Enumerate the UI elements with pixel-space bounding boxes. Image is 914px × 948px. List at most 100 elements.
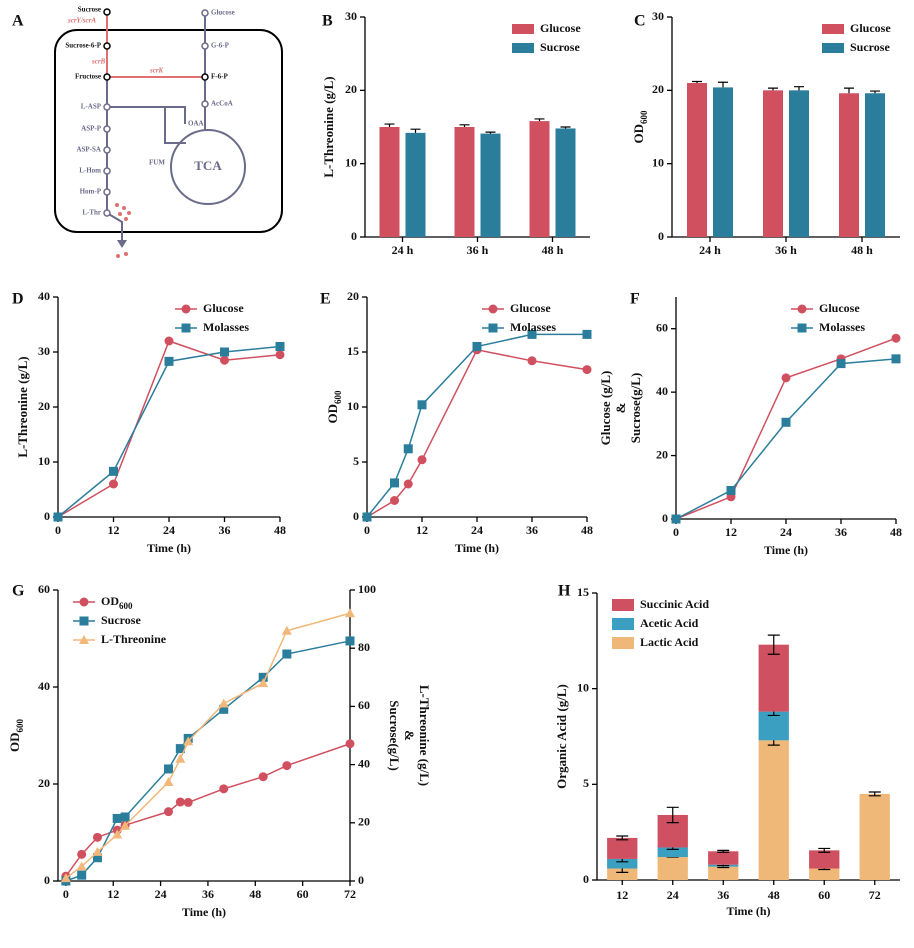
marker — [120, 812, 130, 822]
y-tick-label: 20 — [652, 82, 664, 96]
bar-segment — [708, 851, 739, 865]
x-tick-label: 36 — [526, 523, 538, 537]
x-tick-label: 36 — [835, 525, 847, 539]
x-tick-label: 24 h — [699, 243, 721, 257]
bar — [454, 127, 475, 237]
axis-title-text: OD — [631, 124, 646, 144]
y-tick-label: 5 — [583, 776, 589, 790]
axis-title-text: OD — [7, 733, 22, 753]
x-tick-label: 24 h — [392, 243, 414, 257]
y-tick-label: 20 — [38, 399, 50, 413]
bar — [529, 121, 550, 237]
marker — [109, 479, 118, 489]
panel-letter: F — [630, 291, 640, 308]
marker — [175, 753, 186, 763]
line — [675, 358, 897, 520]
y2-tick-label: 0 — [358, 873, 364, 887]
axis-title: L-Threonine (g/L) — [417, 685, 432, 786]
axis-title: OD600 — [325, 390, 343, 424]
marker — [797, 323, 807, 333]
error-bar — [485, 131, 496, 134]
marker — [275, 350, 285, 360]
panel-letter: B — [322, 13, 333, 30]
y-tick-label: 60 — [38, 582, 50, 596]
marker — [527, 329, 537, 339]
marker — [258, 772, 268, 782]
marker — [390, 478, 399, 488]
axis-title-sub: 600 — [15, 719, 25, 733]
error-bar — [459, 124, 470, 127]
axis-title-text: L-Threonine (g/L) — [417, 685, 432, 786]
x-tick-label: 24 — [471, 523, 483, 537]
axis-title-sub: 600 — [639, 110, 649, 124]
bar — [405, 132, 426, 237]
line — [65, 743, 351, 877]
legend-text: Sucrose — [850, 40, 890, 54]
marker — [671, 514, 681, 524]
marker — [281, 625, 292, 635]
marker — [282, 649, 292, 659]
line — [57, 340, 281, 518]
error-bar — [384, 123, 395, 127]
marker — [582, 365, 592, 375]
axis-title-text: Glucose (g/L) — [598, 371, 613, 446]
node-label: G-6-P — [211, 42, 230, 50]
enzyme-label: scrY/scrA — [67, 17, 96, 25]
bar-segment — [758, 644, 789, 712]
y-tick-label: 0 — [44, 873, 50, 887]
y-tick-label: 0 — [353, 509, 359, 523]
x-tick-label: 36 — [717, 888, 729, 902]
marker — [112, 829, 123, 839]
y2-tick-label: 60 — [358, 698, 370, 712]
marker — [390, 496, 399, 505]
legend-label: Sucrose — [850, 40, 890, 54]
legend-swatch — [512, 24, 534, 34]
y-tick-label: 10 — [652, 155, 664, 169]
bar-segment — [607, 858, 638, 869]
legend-text: Lactic Acid — [640, 635, 699, 649]
legend-text: Glucose — [203, 301, 244, 315]
marker — [164, 356, 174, 366]
legend-label: Molasses — [203, 320, 249, 334]
marker — [220, 347, 229, 357]
marker — [781, 417, 791, 427]
y-tick-label: 30 — [345, 9, 357, 23]
y-tick-label: 40 — [656, 384, 668, 398]
legend-swatch — [612, 637, 634, 649]
legend-text: Glucose — [819, 301, 860, 315]
marker — [109, 466, 118, 476]
node-label: Sucrose-6-P — [65, 42, 101, 50]
marker — [183, 736, 194, 746]
legend-text: Molasses — [819, 320, 865, 334]
node-label: FUM — [149, 159, 165, 167]
line — [366, 333, 587, 518]
legend-text: OD — [101, 594, 119, 608]
node-label: Hom-P — [80, 188, 102, 196]
error-bar — [767, 634, 780, 655]
marker — [163, 777, 174, 787]
enzyme-label: scrB — [91, 58, 106, 66]
y-tick-label: 5 — [353, 454, 359, 468]
x-tick-label: 24 — [163, 523, 175, 537]
cycle-label: TCA — [194, 158, 222, 173]
marker — [164, 336, 174, 346]
legend-label: Succinic Acid — [640, 597, 709, 611]
error-bar — [534, 118, 545, 122]
axis-title: OD600 — [7, 719, 25, 753]
x-axis-title: Time (h) — [764, 543, 808, 557]
y2-tick-label: 40 — [358, 756, 370, 770]
bar-segment — [708, 866, 739, 880]
marker — [527, 356, 537, 366]
bar — [789, 90, 809, 237]
marker — [282, 761, 292, 771]
x-tick-label: 48 — [890, 525, 902, 539]
bar-segment — [809, 850, 840, 869]
error-bar — [844, 87, 854, 94]
panel-letter: A — [12, 13, 24, 30]
axis-title-text: Organic Acid (g/L) — [554, 684, 569, 789]
axis-title: Organic Acid (g/L) — [554, 684, 569, 789]
x-tick-label: 0 — [364, 523, 370, 537]
legend-label: L-Threonine — [101, 632, 167, 646]
axis-title-text: & — [402, 730, 417, 741]
